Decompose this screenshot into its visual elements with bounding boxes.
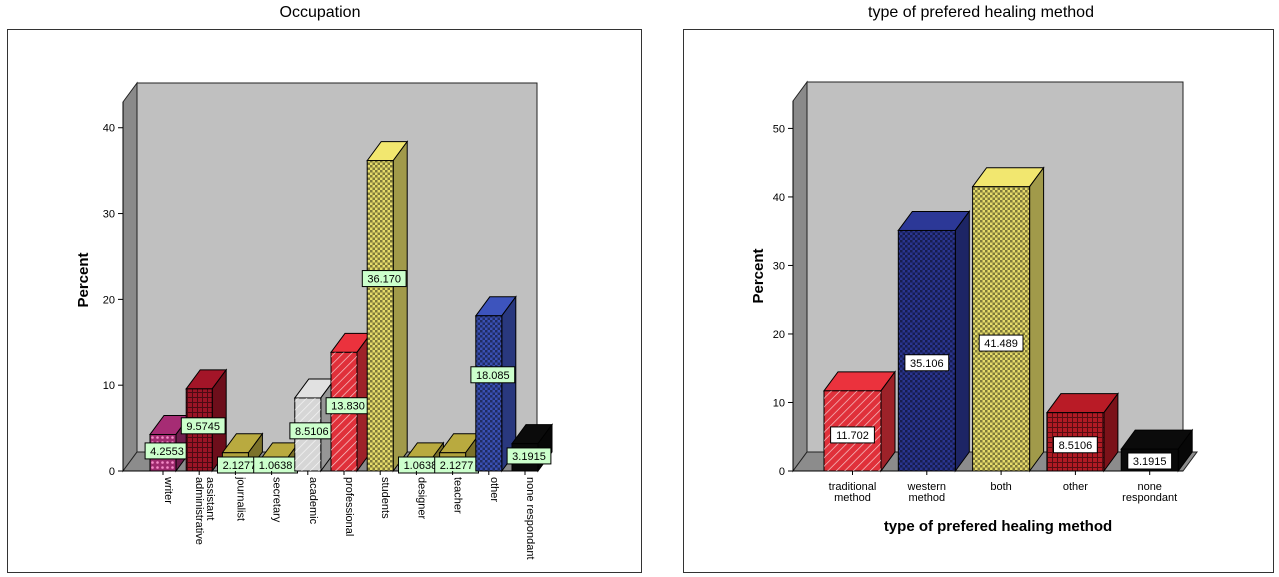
occupation-category-label: assistant [204, 477, 216, 520]
healing-bar-side [1029, 166, 1045, 473]
occupation-category-label: administrative [193, 477, 205, 545]
occupation-value-label: 36.170 [367, 274, 401, 286]
healing-category-label: method [908, 492, 945, 504]
healing-y-tick-label: 0 [779, 466, 785, 478]
healing-value-label-box [904, 354, 950, 372]
healing-value-label-box [1053, 436, 1098, 454]
occupation-side-wall [122, 81, 138, 473]
occupation-category-label: none respondant [524, 477, 536, 560]
occupation-category-label: professional [343, 477, 355, 536]
healing-bar-side [954, 209, 970, 473]
occupation-bar [366, 140, 409, 473]
occupation-y-tick-label: 10 [103, 380, 115, 392]
healing-bar-pattern [972, 186, 1030, 472]
occupation-bar-pattern [367, 160, 394, 471]
healing-category-label: traditional [829, 481, 877, 493]
healing-value-label: 35.106 [910, 358, 944, 370]
occupation-value-label: 1.0638 [404, 460, 438, 472]
occupation-category-label: academic [307, 477, 319, 525]
occupation-value-label-box [180, 417, 226, 435]
occupation-value-label: 3.1915 [512, 451, 546, 463]
healing-method-chart: 01020304050Percent11.702traditionalmetho… [750, 80, 1198, 535]
occupation-value-label: 2.1277 [440, 460, 474, 472]
healing-y-tick-label: 50 [773, 123, 785, 135]
occupation-chart-title: Occupation [279, 4, 361, 21]
occupation-value-label: 18.085 [476, 370, 510, 382]
healing-y-axis-label: Percent [750, 248, 767, 303]
healing-y-tick-label: 40 [773, 192, 785, 204]
healing-y-tick-label: 30 [773, 260, 785, 272]
healing-value-label-box [830, 426, 875, 444]
healing-bar [971, 166, 1045, 473]
healing-value-label: 8.5106 [1059, 440, 1093, 452]
healing-x-axis-label: type of prefered healing method [884, 518, 1112, 535]
healing-bar [897, 209, 971, 473]
healing-value-label-box [1127, 452, 1173, 470]
occupation-value-label-box [470, 366, 516, 384]
occupation-value-label-box [506, 447, 552, 465]
occupation-category-label: writer [162, 476, 174, 504]
occupation-category-label: teacher [452, 477, 464, 514]
healing-category-label: method [834, 492, 871, 504]
occupation-y-tick-label: 40 [103, 123, 115, 135]
healing-category-label: both [990, 481, 1011, 493]
occupation-bar-pattern [475, 315, 502, 471]
occupation-y-tick-label: 20 [103, 294, 115, 306]
occupation-value-label: 1.0638 [259, 460, 293, 472]
occupation-value-label: 2.1277 [223, 460, 257, 472]
occupation-category-label: designer [415, 477, 427, 520]
healing-value-label-box [978, 334, 1024, 352]
healing-category-label: none [1137, 481, 1161, 493]
healing-bar [1045, 392, 1119, 473]
occupation-value-label: 8.5106 [295, 426, 329, 438]
occupation-y-tick-label: 0 [109, 466, 115, 478]
healing-chart-title: type of prefered healing method [868, 4, 1094, 21]
occupation-bar [474, 295, 517, 473]
healing-value-label: 41.489 [984, 338, 1018, 350]
occupation-value-label-box [361, 270, 407, 288]
occupation-chart: 0 10 20 30 40 Percent 4.2553 writer 9.5745 admini… [75, 81, 553, 560]
occupation-category-label: students [379, 477, 391, 519]
healing-y-tick-label: 20 [773, 329, 785, 341]
healing-bar-pattern [898, 230, 956, 471]
healing-bar [823, 370, 896, 473]
occupation-category-label: secretary [271, 477, 283, 523]
occupation-y-tick-label: 30 [103, 209, 115, 221]
healing-category-label: other [1063, 481, 1088, 493]
healing-value-label: 3.1915 [1133, 456, 1167, 468]
occupation-bar-side [392, 140, 408, 473]
occupation-value-label: 9.5745 [186, 421, 220, 433]
occupation-value-label: 13.830 [331, 401, 365, 413]
healing-value-label: 11.702 [836, 430, 869, 442]
occupation-value-label: 4.2553 [150, 446, 184, 458]
occupation-y-axis-label: Percent [75, 252, 92, 307]
occupation-category-label: journalist [234, 476, 246, 521]
healing-side-wall [792, 80, 808, 473]
healing-y-tick-label: 10 [773, 397, 785, 409]
healing-category-label: western [907, 481, 947, 493]
occupation-category-label: other [488, 477, 500, 502]
healing-category-label: respondant [1122, 492, 1177, 504]
